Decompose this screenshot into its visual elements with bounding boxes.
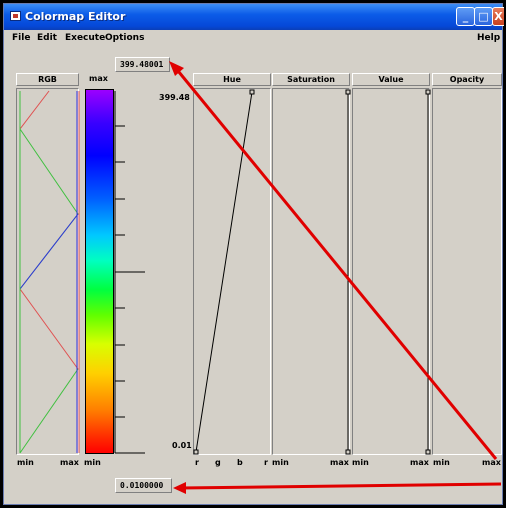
saturation-header: Saturation [272, 73, 350, 86]
opacity-header: Opacity [432, 73, 502, 86]
saturation-handle-top[interactable] [345, 89, 351, 95]
minimize-icon: _ [462, 10, 469, 23]
hue-handle-top[interactable] [249, 89, 255, 95]
rgb-min-label: min [17, 458, 34, 467]
hue-panel[interactable] [193, 88, 271, 455]
arrow-to-max-field [172, 65, 498, 460]
menu-execute[interactable]: Execute [65, 33, 106, 43]
menu-file[interactable]: File [12, 33, 31, 43]
arrow-to-min-field [179, 482, 502, 490]
arrow-icon [169, 61, 184, 76]
value-handle-top[interactable] [425, 89, 431, 95]
color-bar [85, 89, 114, 454]
blue-channel-line [19, 213, 79, 290]
hue-handle-bottom[interactable] [193, 449, 199, 455]
value-panel[interactable] [352, 88, 430, 455]
title-bar[interactable]: Colormap Editor _ □ X [4, 4, 504, 30]
opacity-panel[interactable] [432, 88, 502, 455]
menu-options[interactable]: Options [105, 33, 145, 43]
close-icon: X [494, 10, 503, 23]
value-max-label: max [410, 458, 429, 467]
graph-overlay [19, 61, 502, 494]
scale-bottom-label: 0.01 [172, 441, 192, 450]
app-icon [10, 11, 21, 21]
value-header: Value [352, 73, 430, 86]
red-channel-line-lower [19, 288, 79, 370]
hue-label-r2: r [264, 458, 268, 467]
menu-help[interactable]: Help [477, 33, 501, 43]
menu-bar: File Edit Execute Options Help [4, 30, 502, 47]
max-header: max [89, 74, 108, 83]
hue-label-r: r [195, 458, 199, 467]
green-channel-line-lower [19, 368, 79, 454]
rgb-header: RGB [16, 73, 79, 86]
opacity-max-label: max [482, 458, 501, 467]
saturation-min-label: min [272, 458, 289, 467]
colormap-editor-window: Colormap Editor _ □ X File Edit Execute … [3, 3, 504, 505]
red-channel-line [19, 90, 50, 130]
rgb-max-label: max [60, 458, 79, 467]
maximize-button[interactable]: □ [474, 7, 493, 26]
colorbar-min-label: min [84, 458, 101, 467]
arrow-icon [173, 482, 186, 494]
window-title: Colormap Editor [25, 10, 126, 23]
hue-label-g: g [215, 458, 221, 467]
menu-edit[interactable]: Edit [37, 33, 57, 43]
saturation-max-label: max [330, 458, 349, 467]
hue-header: Hue [193, 73, 271, 86]
value-min-label: min [352, 458, 369, 467]
close-button[interactable]: X [492, 7, 504, 26]
saturation-panel[interactable] [272, 88, 350, 455]
min-value-field[interactable]: 0.0100000 [115, 478, 172, 493]
max-value-field[interactable]: 399.48001 [115, 57, 170, 72]
hue-curve[interactable] [195, 91, 253, 453]
maximize-icon: □ [478, 10, 489, 23]
scale-top-label: 399.48 [159, 93, 190, 102]
opacity-min-label: min [433, 458, 450, 467]
saturation-handle-bottom[interactable] [345, 449, 351, 455]
green-channel-line [19, 128, 79, 290]
value-handle-bottom[interactable] [425, 449, 431, 455]
hue-label-b: b [237, 458, 243, 467]
